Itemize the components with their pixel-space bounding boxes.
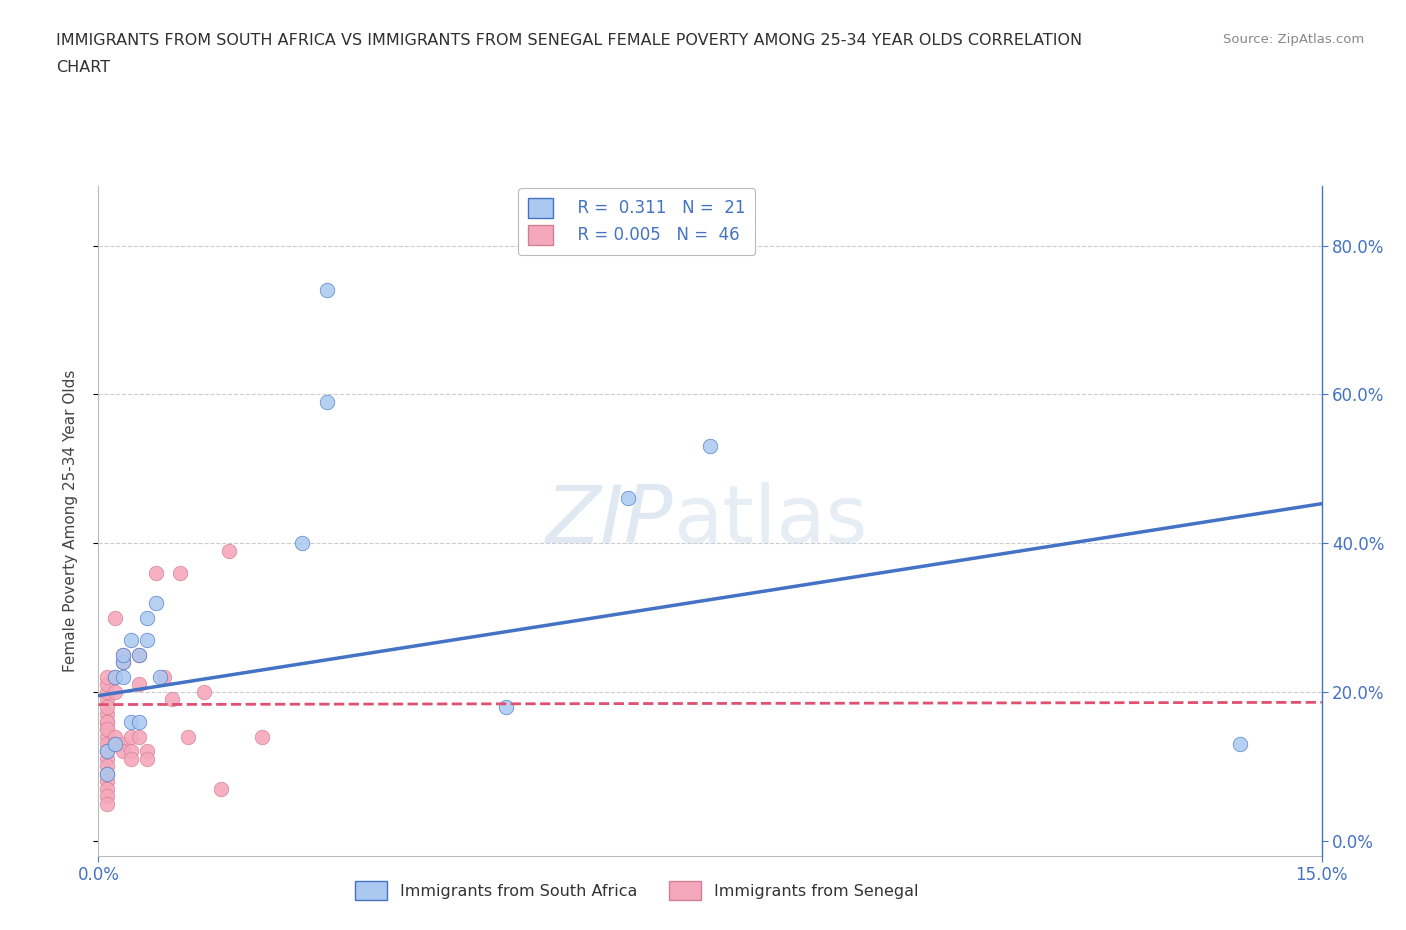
Point xyxy=(136,632,159,647)
Point xyxy=(111,655,134,670)
Point xyxy=(315,394,337,409)
Point xyxy=(96,670,118,684)
Point xyxy=(160,692,183,707)
Point xyxy=(699,439,721,454)
Point xyxy=(152,670,174,684)
Point xyxy=(120,632,142,647)
Point xyxy=(96,781,118,796)
Point xyxy=(96,766,118,781)
Point xyxy=(104,684,127,699)
Point xyxy=(120,729,142,744)
Point xyxy=(136,610,159,625)
Point xyxy=(96,677,118,692)
Point xyxy=(96,714,118,729)
Point xyxy=(104,737,127,751)
Point xyxy=(617,491,640,506)
Point xyxy=(96,774,118,789)
Point xyxy=(96,692,118,707)
Point xyxy=(218,543,240,558)
Point xyxy=(96,684,118,699)
Point xyxy=(120,744,142,759)
Point xyxy=(128,677,150,692)
Point xyxy=(495,699,517,714)
Point xyxy=(96,714,118,729)
Text: ZIP: ZIP xyxy=(546,482,673,560)
Point xyxy=(111,670,134,684)
Point xyxy=(111,737,134,751)
Y-axis label: Female Poverty Among 25-34 Year Olds: Female Poverty Among 25-34 Year Olds xyxy=(63,369,77,672)
Text: CHART: CHART xyxy=(56,60,110,75)
Point xyxy=(120,751,142,766)
Point xyxy=(96,751,118,766)
Point xyxy=(291,536,314,551)
Point xyxy=(96,796,118,811)
Point xyxy=(96,737,118,751)
Point xyxy=(96,766,118,781)
Point xyxy=(169,565,191,580)
Point xyxy=(111,744,134,759)
Point xyxy=(96,722,118,737)
Point xyxy=(104,670,127,684)
Point xyxy=(1229,737,1251,751)
Point xyxy=(96,729,118,744)
Point xyxy=(104,737,127,751)
Legend: Immigrants from South Africa, Immigrants from Senegal: Immigrants from South Africa, Immigrants… xyxy=(347,873,927,908)
Point xyxy=(111,647,134,662)
Point xyxy=(128,729,150,744)
Point xyxy=(315,283,337,298)
Point xyxy=(96,707,118,722)
Point xyxy=(111,647,134,662)
Point xyxy=(209,781,232,796)
Point xyxy=(250,729,273,744)
Point xyxy=(128,647,150,662)
Point xyxy=(96,789,118,804)
Point xyxy=(136,744,159,759)
Text: atlas: atlas xyxy=(673,482,868,560)
Point xyxy=(128,647,150,662)
Point xyxy=(136,751,159,766)
Point xyxy=(96,744,118,759)
Point xyxy=(104,729,127,744)
Point xyxy=(96,699,118,714)
Text: Source: ZipAtlas.com: Source: ZipAtlas.com xyxy=(1223,33,1364,46)
Text: IMMIGRANTS FROM SOUTH AFRICA VS IMMIGRANTS FROM SENEGAL FEMALE POVERTY AMONG 25-: IMMIGRANTS FROM SOUTH AFRICA VS IMMIGRAN… xyxy=(56,33,1083,47)
Point xyxy=(149,670,172,684)
Point xyxy=(193,684,215,699)
Point xyxy=(96,744,118,759)
Point xyxy=(111,655,134,670)
Point xyxy=(177,729,200,744)
Point xyxy=(104,610,127,625)
Point xyxy=(145,565,167,580)
Point xyxy=(128,714,150,729)
Point xyxy=(96,759,118,774)
Point xyxy=(96,722,118,737)
Point xyxy=(120,714,142,729)
Point xyxy=(104,670,127,684)
Point xyxy=(145,595,167,610)
